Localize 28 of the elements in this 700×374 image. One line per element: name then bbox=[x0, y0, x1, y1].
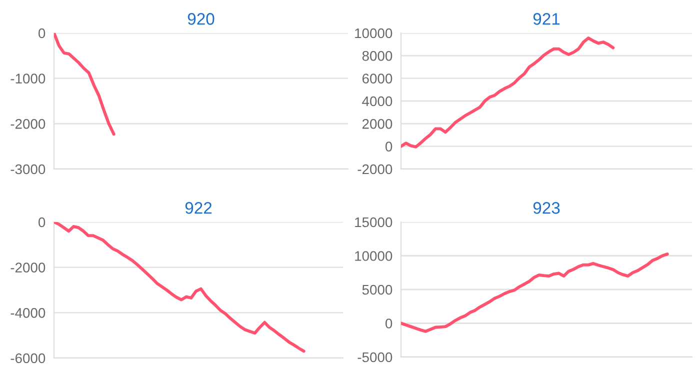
chart-title: 921 bbox=[533, 13, 560, 25]
y-tick-label: -2000 bbox=[358, 164, 392, 174]
line-series bbox=[401, 252, 669, 333]
chart-title: 922 bbox=[185, 202, 212, 214]
y-tick-label: -5000 bbox=[358, 352, 392, 362]
line-series bbox=[54, 33, 116, 136]
y-tick-label: 0 bbox=[38, 28, 46, 38]
y-tick-label: 0 bbox=[385, 318, 392, 328]
y-tick-label: -4000 bbox=[10, 308, 46, 318]
y-tick-label: 8000 bbox=[362, 51, 392, 61]
y-tick-label: 0 bbox=[38, 217, 46, 228]
y-tick-label: -2000 bbox=[10, 262, 46, 273]
y-tick-label: 6000 bbox=[362, 74, 392, 84]
y-tick-label: 10000 bbox=[355, 251, 392, 261]
y-tick-label: 2000 bbox=[362, 119, 392, 129]
y-tick-label: -1000 bbox=[10, 74, 46, 84]
y-tick-label: -6000 bbox=[10, 353, 46, 364]
y-tick-label: -2000 bbox=[10, 119, 46, 129]
y-tick-label: 5000 bbox=[362, 284, 392, 295]
y-tick-label: 15000 bbox=[355, 217, 392, 228]
y-tick-label: 0 bbox=[385, 142, 392, 152]
chart-title: 923 bbox=[533, 202, 560, 214]
line-series bbox=[401, 36, 615, 148]
y-tick-label: -3000 bbox=[10, 164, 46, 174]
line-series bbox=[54, 222, 306, 353]
y-tick-label: 4000 bbox=[362, 96, 392, 106]
y-tick-label: 10000 bbox=[355, 28, 392, 38]
chart-title: 920 bbox=[188, 13, 214, 25]
